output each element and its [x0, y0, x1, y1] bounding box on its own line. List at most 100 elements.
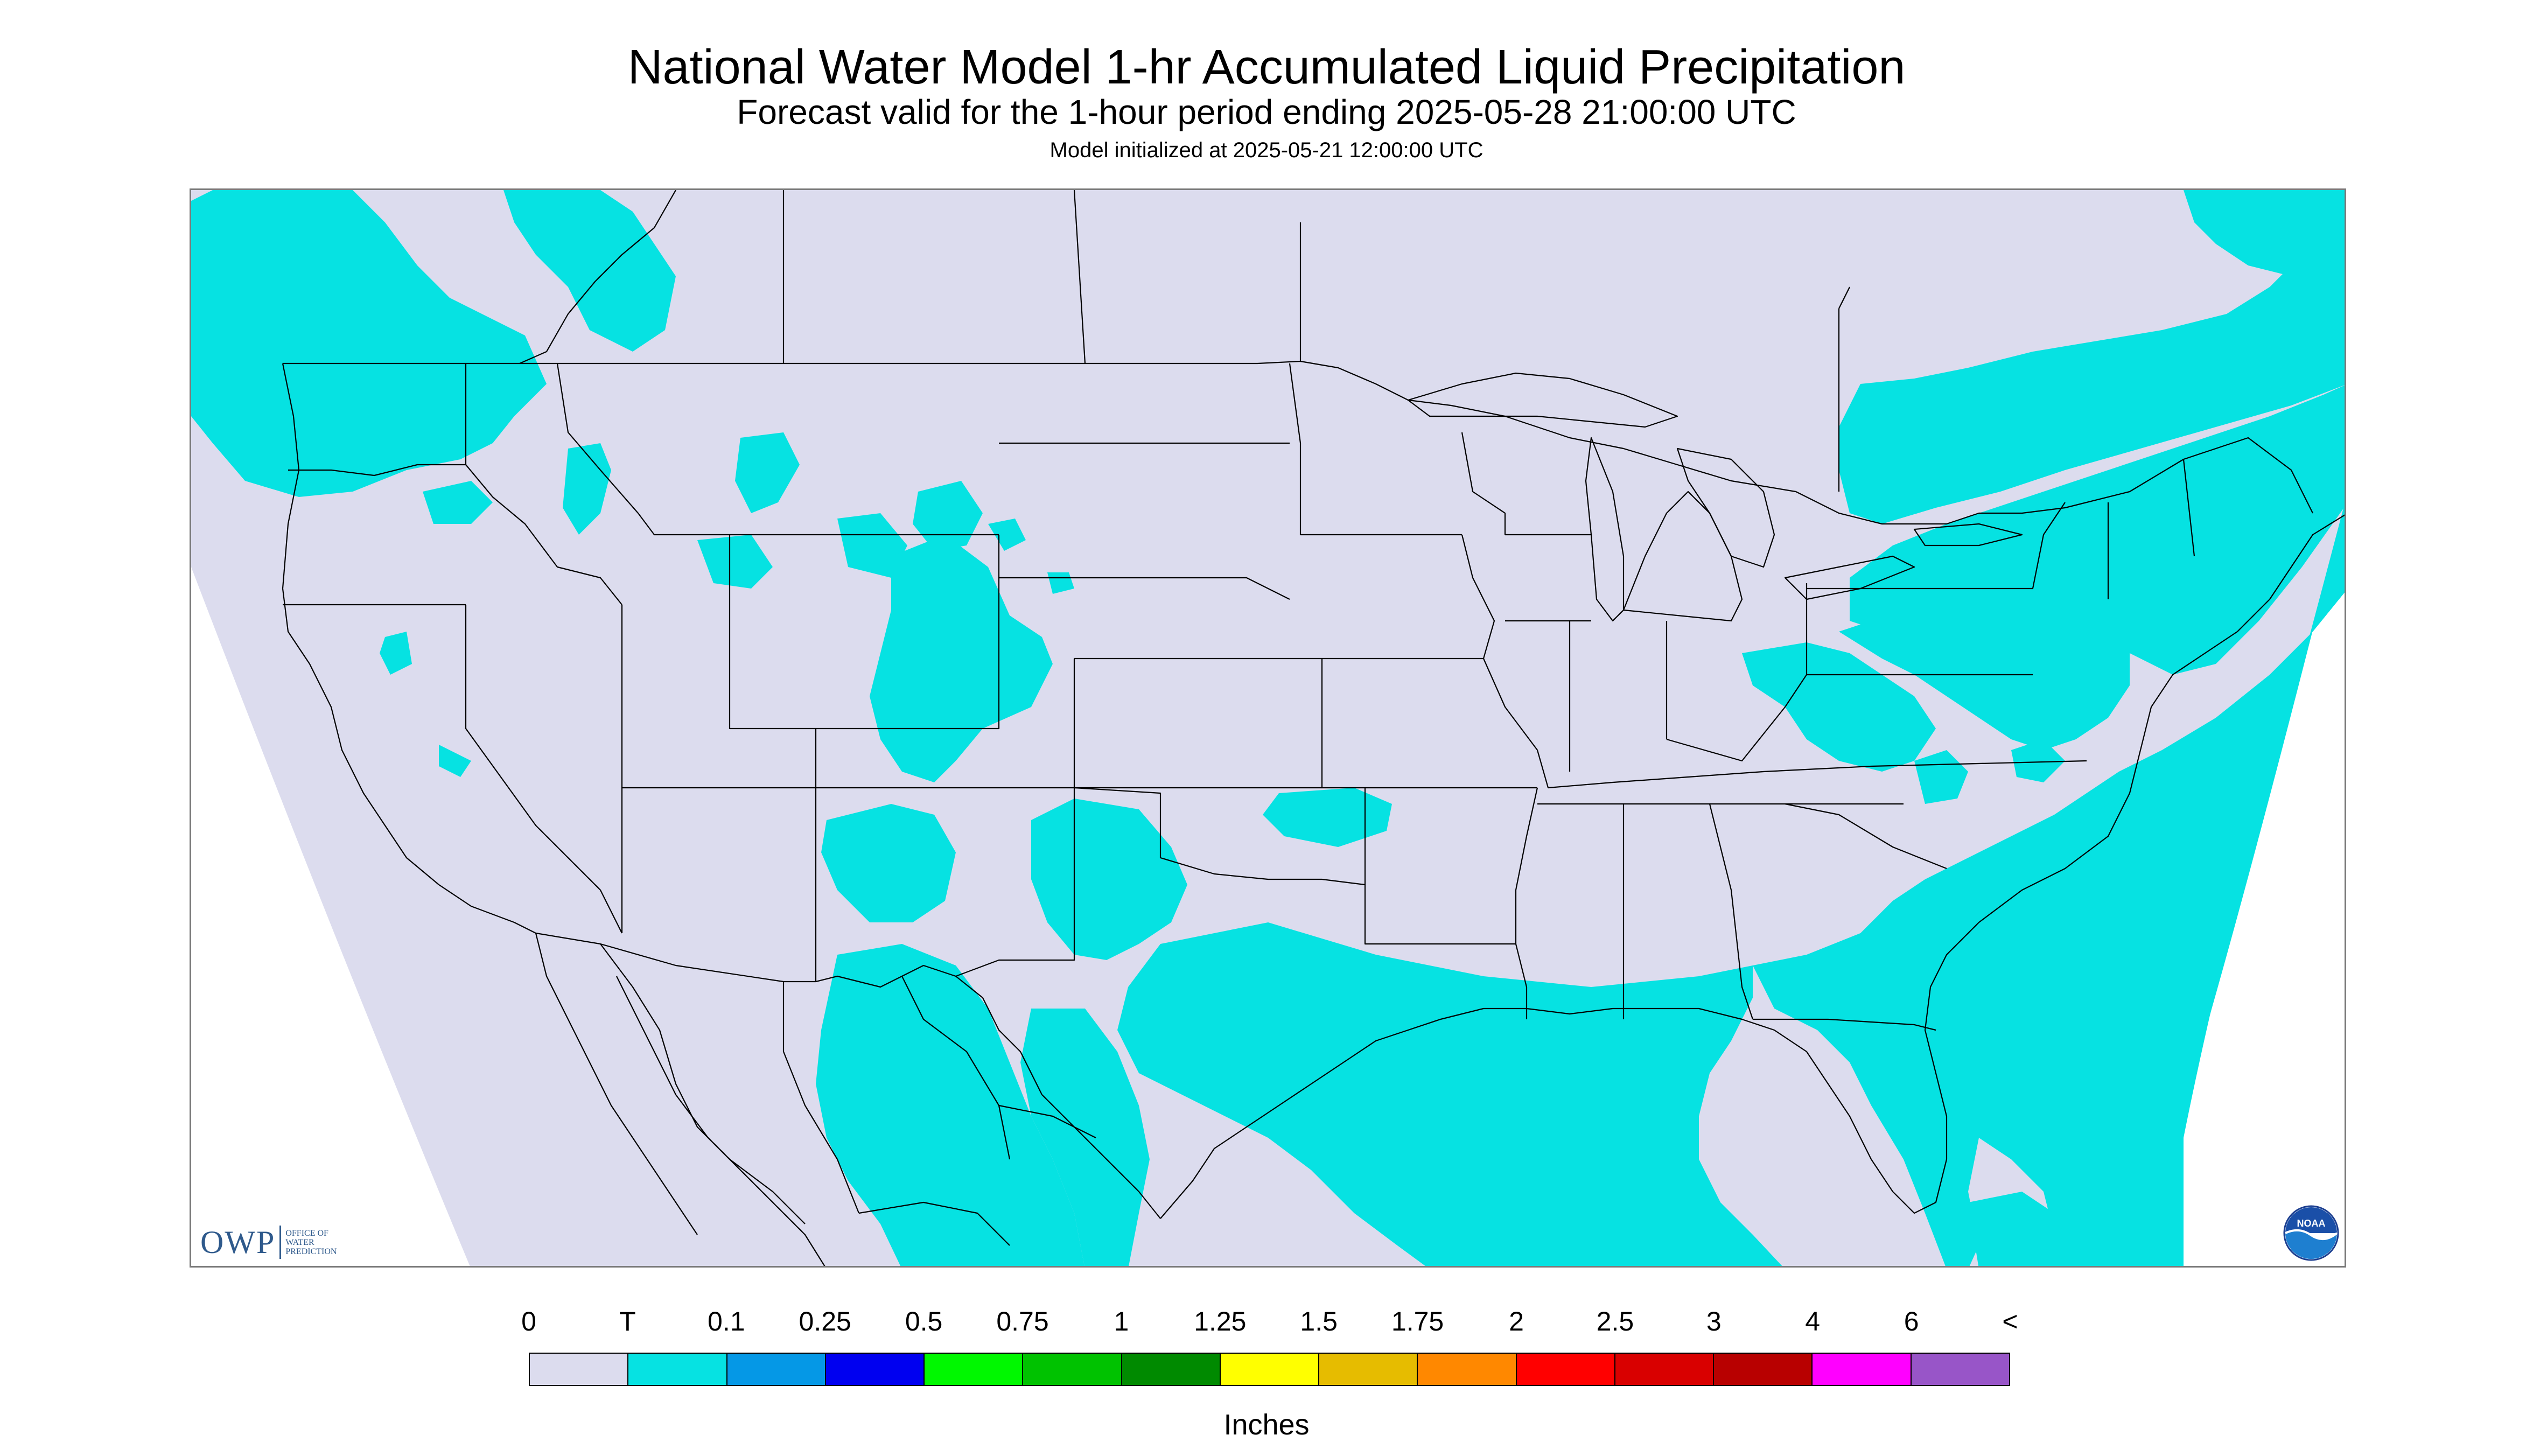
state-mo-east: [1321, 659, 1366, 885]
mexico-state-4: [998, 1104, 1096, 1138]
baja-coast: [535, 933, 698, 1235]
state-nc-sc: [1785, 803, 1947, 870]
legend-unit-label: Inches: [1223, 1409, 1310, 1441]
state-id-east: [465, 464, 622, 605]
lake-ontario: [1913, 523, 2023, 547]
precip-nevada-spot: [380, 632, 412, 675]
us-east-coast: [1924, 514, 2345, 1117]
precip-areas: [191, 190, 2345, 1266]
legend-tick-label: T: [619, 1306, 636, 1336]
legend-tick-label: 0.1: [708, 1306, 745, 1336]
legend-tick-label: 1.25: [1194, 1306, 1247, 1336]
owp-logo-text: OWP: [200, 1224, 276, 1260]
precip-colorado-front: [870, 535, 1053, 782]
state-wa-or: [288, 464, 466, 477]
legend-swatch: [1319, 1354, 1418, 1385]
state-az-nm: [621, 787, 816, 933]
precip-atlantic: [2054, 503, 2345, 1159]
legend-labels: 0 T 0.1 0.25 0.5 0.75 1 1.25 1.5 1.75 2 2.5 3 4 6 <: [0, 1305, 2533, 1338]
legend-swatch: [1023, 1354, 1122, 1385]
legend-swatch: [1911, 1354, 2009, 1385]
legend-swatch: [727, 1354, 826, 1385]
state-wy-border: [729, 535, 1000, 730]
state-ar-east: [1515, 787, 1538, 944]
precip-montana-1: [735, 432, 800, 513]
state-ar-la: [1364, 885, 1516, 945]
noaa-logo-icon: NOAA: [2283, 1205, 2339, 1261]
legend-tick-label: 0.25: [799, 1306, 851, 1336]
legend-tick-label: 1.5: [1300, 1306, 1338, 1336]
state-new-england-3: [2182, 459, 2195, 557]
us-west-coast: [282, 363, 536, 934]
precip-quebec: [2184, 190, 2345, 276]
state-id-mt: [556, 363, 730, 536]
gulf-of-california-coast: [616, 976, 825, 1266]
state-ky-tn: [1548, 765, 1872, 789]
precip-wyoming: [697, 535, 773, 589]
state-ok-tx: [1074, 787, 1366, 886]
legend-tick-label: 2: [1509, 1306, 1524, 1336]
legend-swatch: [1418, 1354, 1517, 1385]
legend-swatch: [1813, 1354, 1912, 1385]
us-mexico-border: [535, 932, 1161, 1219]
legend-tick-label: 0.5: [905, 1306, 943, 1336]
legend-tick-label: 0: [521, 1306, 536, 1336]
noaa-logo-text: NOAA: [2297, 1218, 2326, 1229]
state-sd-ne: [999, 577, 1290, 600]
precipitation-map[interactable]: [190, 188, 2346, 1268]
mexico-state-5: [858, 1201, 1010, 1246]
precip-utah-spot: [439, 745, 471, 777]
precip-idaho: [563, 443, 611, 535]
precip-carolinas: [1914, 750, 1968, 804]
state-la-ms: [1515, 943, 1528, 1019]
legend-tick-label: 0.75: [996, 1306, 1049, 1336]
state-al-ga: [1709, 803, 1754, 1020]
mexico-state-3: [901, 976, 1011, 1160]
legend-swatch: [1615, 1354, 1715, 1385]
precip-nm-east: [1031, 799, 1187, 960]
precip-ohio-valley: [1742, 642, 1936, 772]
state-mn-wi: [1461, 432, 1506, 535]
legend-swatch: [1122, 1354, 1221, 1385]
projection-edge-right: [2120, 504, 2345, 1266]
state-nm-tx: [955, 788, 1075, 977]
precip-nm-west: [821, 804, 956, 922]
map-canvas: [191, 190, 2345, 1266]
precip-sd-spot: [988, 519, 1026, 551]
legend-tick-label: 1.75: [1391, 1306, 1444, 1336]
lake-huron: [1676, 447, 1775, 568]
legend-swatch: [1516, 1354, 1615, 1385]
precip-oregon-spot: [423, 481, 493, 524]
canada-province-border-6: [519, 190, 676, 365]
owp-logo-divider: [279, 1226, 282, 1259]
precip-mexico-west: [816, 944, 1084, 1266]
state-nd-east: [1289, 363, 1302, 535]
precip-kansas: [1263, 788, 1392, 847]
legend-swatch: [825, 1354, 925, 1385]
legend-swatch: [1220, 1354, 1320, 1385]
lake-michigan: [1585, 437, 1625, 622]
us-canada-border: [283, 360, 2313, 525]
legend-swatch: [925, 1354, 1024, 1385]
model-init-text: Model initialized at 2025-05-21 12:00:00…: [1049, 138, 1484, 162]
map-borders: [282, 190, 2345, 1266]
legend-tick-label: 3: [1706, 1306, 1722, 1336]
mexico-state-2: [782, 982, 860, 1214]
legend-tick-label: 4: [1805, 1306, 1821, 1336]
precip-virginia: [2011, 739, 2065, 782]
precip-northeast: [1850, 385, 2345, 675]
legend-swatch: [1714, 1354, 1813, 1385]
precip-southeast: [1753, 504, 2345, 1266]
state-ca-nv: [465, 605, 622, 934]
gulf-coast: [1160, 1007, 1948, 1219]
legend-swatch: [530, 1354, 629, 1385]
michigan-lower-peninsula: [1622, 491, 1743, 622]
precip-gulf-east: [1968, 1192, 2065, 1266]
map-title: National Water Model 1-hr Accumulated Li…: [627, 40, 1906, 94]
state-ia-east: [1461, 534, 1495, 659]
legend-swatch: [628, 1354, 727, 1385]
projection-edge-left: [191, 567, 470, 1266]
precip-gulf-south: [1473, 1127, 1699, 1266]
legend-tick-label: 1: [1114, 1306, 1129, 1336]
state-va-nc: [1871, 760, 2087, 767]
